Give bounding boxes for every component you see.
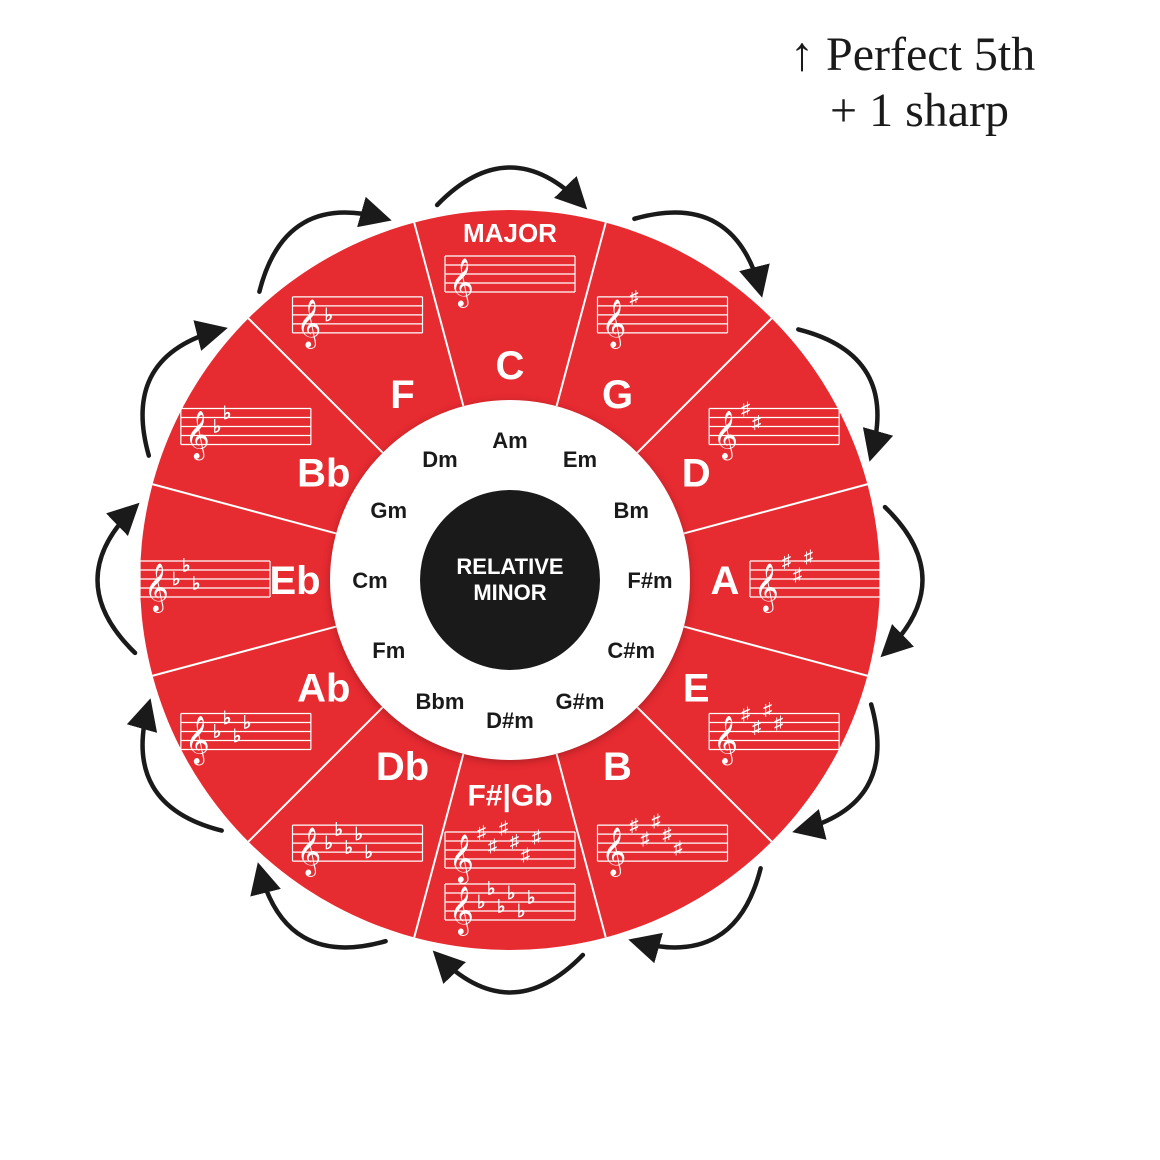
minor-key-label: Am bbox=[492, 428, 527, 453]
svg-text:♭: ♭ bbox=[213, 417, 222, 437]
svg-text:♭: ♭ bbox=[335, 820, 344, 840]
svg-text:𝄞: 𝄞 bbox=[144, 563, 169, 613]
svg-text:♭: ♭ bbox=[213, 722, 222, 742]
minor-key-label: Dm bbox=[422, 447, 457, 472]
svg-text:𝄞: 𝄞 bbox=[185, 716, 210, 766]
svg-text:♭: ♭ bbox=[243, 713, 252, 733]
svg-text:♯: ♯ bbox=[674, 838, 683, 858]
svg-text:𝄞: 𝄞 bbox=[602, 827, 627, 877]
svg-text:♯: ♯ bbox=[804, 547, 813, 567]
svg-text:♯: ♯ bbox=[641, 829, 650, 849]
svg-text:♯: ♯ bbox=[793, 565, 802, 585]
svg-text:♯: ♯ bbox=[652, 811, 661, 831]
svg-text:♯: ♯ bbox=[741, 399, 750, 419]
svg-text:♭: ♭ bbox=[325, 305, 334, 325]
major-key-label: C bbox=[496, 344, 525, 388]
minor-key-label: Bbm bbox=[416, 689, 465, 714]
minor-key-label: Bm bbox=[614, 498, 649, 523]
annotation-line-1: ↑ Perfect 5th bbox=[790, 28, 1035, 81]
major-key-label: Eb bbox=[269, 559, 320, 603]
svg-text:♯: ♯ bbox=[630, 815, 639, 835]
major-key-label: E bbox=[683, 667, 710, 711]
minor-key-label: C#m bbox=[607, 638, 655, 663]
major-key-label: A bbox=[711, 559, 740, 603]
svg-text:♭: ♭ bbox=[182, 556, 191, 576]
svg-text:♭: ♭ bbox=[507, 883, 516, 903]
svg-text:♯: ♯ bbox=[752, 412, 761, 432]
svg-text:𝄞: 𝄞 bbox=[185, 411, 210, 461]
svg-text:𝄞: 𝄞 bbox=[297, 827, 322, 877]
svg-text:♭: ♭ bbox=[233, 726, 242, 746]
svg-text:𝄞: 𝄞 bbox=[449, 258, 474, 308]
svg-text:♯: ♯ bbox=[532, 827, 541, 847]
svg-text:♯: ♯ bbox=[752, 717, 761, 737]
direction-arrow bbox=[437, 168, 583, 206]
svg-text:𝄞: 𝄞 bbox=[449, 834, 474, 884]
svg-text:𝄞: 𝄞 bbox=[449, 886, 474, 936]
center-label-1: RELATIVE bbox=[456, 554, 563, 579]
svg-text:♯: ♯ bbox=[488, 836, 497, 856]
direction-arrow bbox=[437, 955, 583, 993]
svg-text:♭: ♭ bbox=[223, 708, 232, 728]
svg-text:♯: ♯ bbox=[499, 818, 508, 838]
minor-key-label: Em bbox=[563, 447, 597, 472]
svg-text:♯: ♯ bbox=[477, 822, 486, 842]
major-key-label: D bbox=[682, 452, 711, 496]
svg-text:♭: ♭ bbox=[487, 879, 496, 899]
svg-text:𝄞: 𝄞 bbox=[754, 563, 779, 613]
svg-text:♭: ♭ bbox=[345, 838, 354, 858]
circle-of-fifths-diagram: RELATIVEMINORMAJORCAm𝄞GEm𝄞♯DBm𝄞♯♯AF#m𝄞♯♯… bbox=[0, 0, 1160, 1160]
svg-text:♯: ♯ bbox=[663, 824, 672, 844]
major-key-label: B bbox=[603, 745, 632, 789]
major-key-label: G bbox=[602, 373, 633, 417]
major-key-label: F#|Gb bbox=[467, 780, 552, 813]
svg-text:♯: ♯ bbox=[782, 551, 791, 571]
svg-text:♭: ♭ bbox=[497, 897, 506, 917]
svg-text:♭: ♭ bbox=[527, 888, 536, 908]
svg-text:♭: ♭ bbox=[192, 574, 201, 594]
center-label-2: MINOR bbox=[473, 580, 546, 605]
svg-text:♯: ♯ bbox=[521, 845, 530, 865]
svg-text:𝄞: 𝄞 bbox=[297, 299, 322, 349]
svg-text:♯: ♯ bbox=[741, 704, 750, 724]
svg-text:♭: ♭ bbox=[365, 842, 374, 862]
svg-text:♭: ♭ bbox=[223, 403, 232, 423]
svg-text:𝄞: 𝄞 bbox=[713, 716, 738, 766]
svg-text:♯: ♯ bbox=[510, 831, 519, 851]
svg-text:♭: ♭ bbox=[477, 892, 486, 912]
svg-text:♭: ♭ bbox=[325, 833, 334, 853]
direction-arrow bbox=[885, 507, 923, 653]
major-key-label: Ab bbox=[297, 667, 350, 711]
major-key-label: F bbox=[390, 373, 414, 417]
svg-text:♯: ♯ bbox=[630, 287, 639, 307]
svg-text:♯: ♯ bbox=[763, 699, 772, 719]
svg-text:♯: ♯ bbox=[774, 713, 783, 733]
major-key-label: Bb bbox=[297, 452, 350, 496]
minor-key-label: Gm bbox=[370, 498, 407, 523]
svg-text:♭: ♭ bbox=[355, 824, 364, 844]
minor-key-label: Fm bbox=[372, 638, 405, 663]
svg-text:𝄞: 𝄞 bbox=[602, 299, 627, 349]
major-key-label: Db bbox=[376, 745, 429, 789]
minor-key-label: F#m bbox=[627, 568, 672, 593]
svg-text:𝄞: 𝄞 bbox=[713, 411, 738, 461]
annotation-line-2: + 1 sharp bbox=[830, 84, 1009, 137]
svg-text:♭: ♭ bbox=[172, 569, 181, 589]
major-ring-label: MAJOR bbox=[463, 218, 557, 248]
direction-arrow bbox=[98, 507, 136, 653]
minor-key-label: Cm bbox=[352, 568, 387, 593]
svg-text:♭: ♭ bbox=[517, 901, 526, 921]
minor-key-label: G#m bbox=[556, 689, 605, 714]
minor-key-label: D#m bbox=[486, 708, 534, 733]
